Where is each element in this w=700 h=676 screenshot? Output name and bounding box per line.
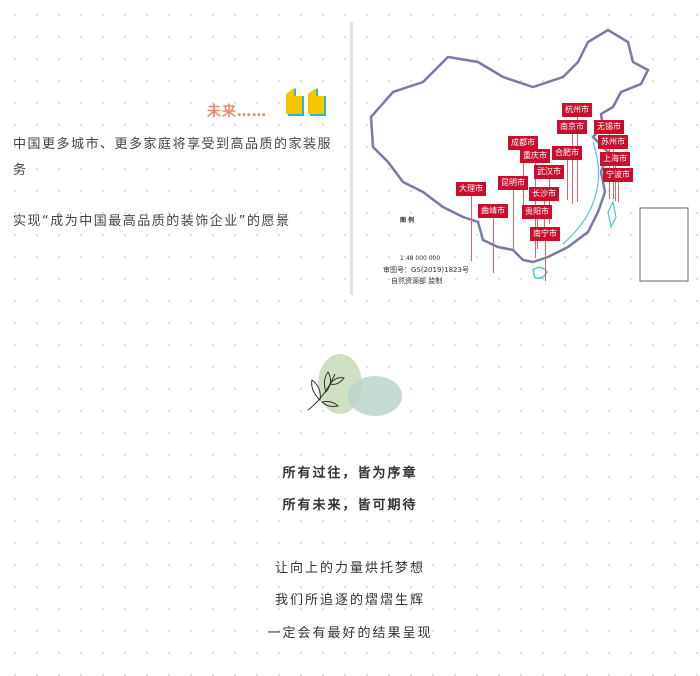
double-quote-icon: [308, 88, 326, 116]
city-flag: 无锡市: [594, 120, 624, 199]
motto-line-4: 我们所追逐的熠熠生辉: [274, 593, 425, 608]
divider: [350, 22, 353, 295]
city-flag: 曲靖市: [478, 204, 508, 273]
city-flag: 合肥市: [552, 146, 582, 200]
city-flag: 苏州市: [598, 135, 628, 199]
map-scale: 1:48 000 000: [400, 255, 441, 262]
city-flag: 贵阳市: [522, 205, 552, 249]
motto-line-5: 一定会有最好的结果呈现: [267, 626, 433, 641]
city-flag: 宁波市: [603, 168, 633, 202]
motto-line-3: 让向上的力量烘托梦想: [274, 561, 425, 576]
city-flag: 杭州市: [562, 103, 592, 202]
city-flag: 大理市: [456, 182, 486, 261]
motto-line-1: 所有过往，皆为序章: [282, 466, 418, 481]
paragraph-vision: 实现“成为中国最高品质的装饰企业”的愿景: [13, 214, 291, 229]
leaf-illustration: [307, 354, 402, 416]
map-legend-title: 图 例: [400, 217, 415, 224]
city-flag: 长沙市: [529, 187, 559, 231]
future-label: 未来……: [207, 104, 267, 120]
city-flag: 南宁市: [530, 227, 560, 281]
china-map: 图 例 1:48 000 000 审图号：GS(2019)1823号 自然资源部…: [363, 22, 693, 292]
city-flag: 成都市: [508, 136, 538, 205]
paragraph-more-cities: 中国更多城市、更多家庭将享受到高品质的家装服务: [13, 137, 333, 178]
motto-line-2: 所有未来，皆可期待: [282, 498, 418, 513]
city-flag: 上海市: [600, 152, 630, 201]
double-quote-icon: [286, 88, 304, 116]
map-issuer: 自然资源部 监制: [391, 277, 443, 285]
map-approval-number: 审图号：GS(2019)1823号: [383, 266, 469, 274]
city-flag: 昆明市: [498, 176, 528, 250]
city-flag: 武汉市: [534, 165, 564, 224]
city-flag: 重庆市: [520, 149, 550, 258]
city-flag: 南京市: [557, 120, 587, 204]
